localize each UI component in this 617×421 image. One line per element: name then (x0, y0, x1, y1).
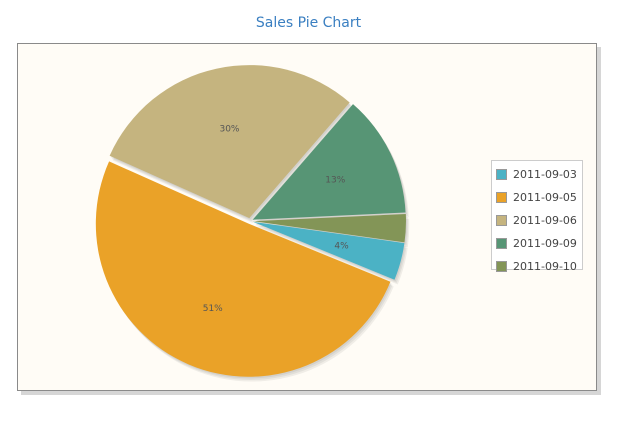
legend-item[interactable]: 2011-09-03 (496, 163, 582, 186)
legend-swatch (496, 169, 507, 180)
pie-slice-2011-09-05[interactable] (95, 161, 391, 377)
slice-percent-label: 4% (334, 242, 349, 252)
pie-slice-2011-09-10[interactable] (252, 213, 406, 243)
legend-item[interactable]: 2011-09-10 (496, 255, 582, 278)
slice-percent-label: 13% (325, 176, 345, 186)
legend-item[interactable]: 2011-09-06 (496, 209, 582, 232)
legend-label: 2011-09-06 (513, 214, 577, 227)
pie-slice-2011-09-03[interactable] (252, 221, 405, 280)
legend-label: 2011-09-05 (513, 191, 577, 204)
legend-label: 2011-09-10 (513, 260, 577, 273)
legend-swatch (496, 215, 507, 226)
legend-swatch (496, 261, 507, 272)
legend-item[interactable]: 2011-09-09 (496, 232, 582, 255)
legend-swatch (496, 238, 507, 249)
legend-item[interactable]: 2011-09-05 (496, 186, 582, 209)
pie-slice-2011-09-09[interactable] (252, 104, 406, 220)
legend-swatch (496, 192, 507, 203)
chart-title: Sales Pie Chart (255, 15, 362, 31)
legend-label: 2011-09-09 (513, 237, 577, 250)
pie-slice-2011-09-06[interactable] (109, 65, 350, 219)
slice-percent-label: 30% (219, 124, 239, 134)
slice-percent-label: 51% (203, 304, 223, 314)
legend: 2011-09-03 2011-09-05 2011-09-06 2011-09-09… (491, 160, 583, 273)
legend-label: 2011-09-03 (513, 168, 577, 181)
